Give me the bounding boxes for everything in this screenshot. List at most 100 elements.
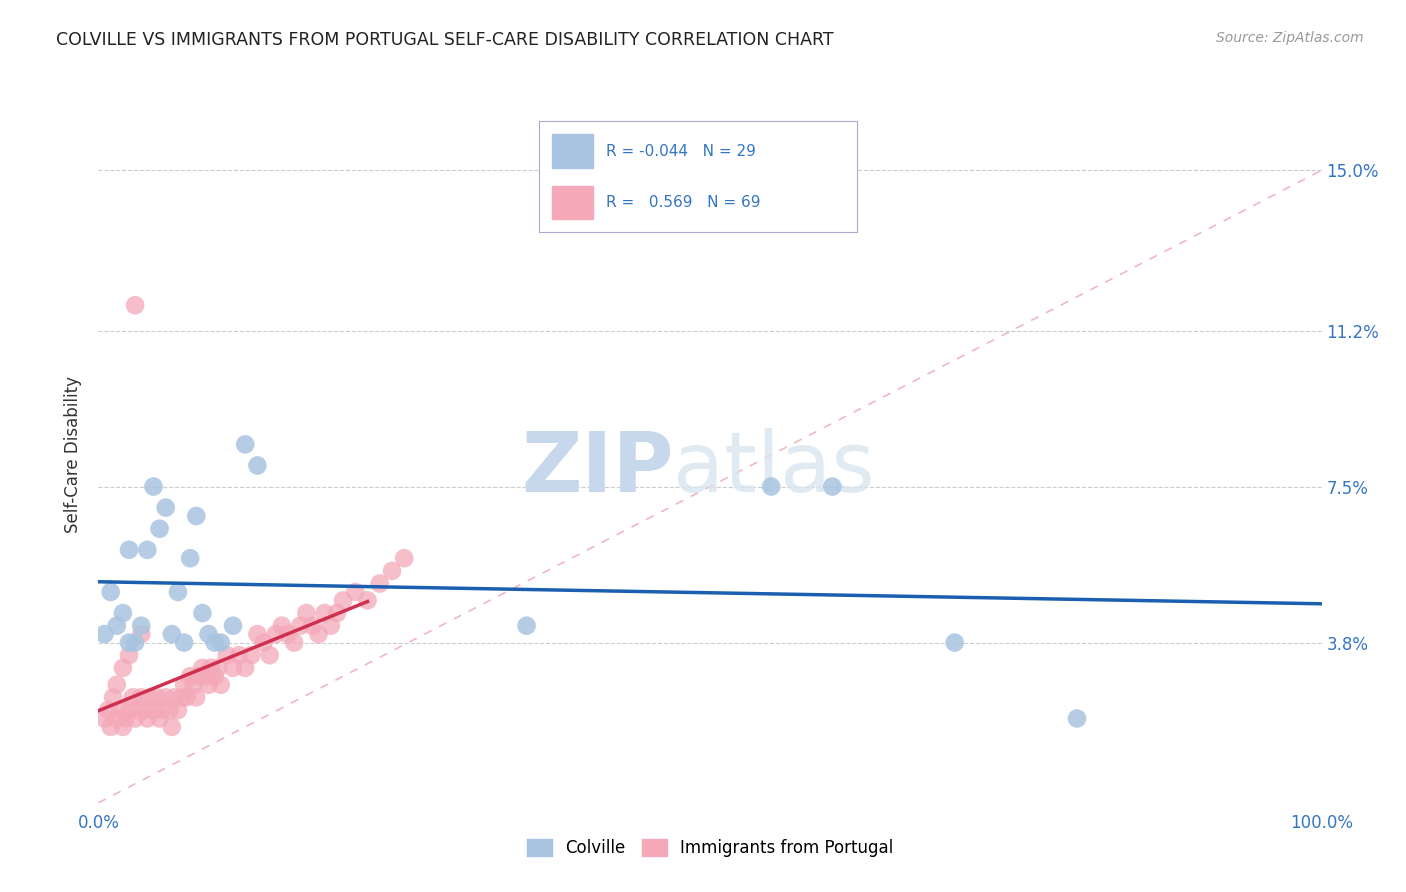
Point	[308, 627, 330, 641]
Point	[197, 627, 219, 641]
Point	[93, 627, 115, 641]
Point	[240, 648, 263, 663]
Point	[100, 720, 122, 734]
Point	[111, 720, 134, 734]
Point	[100, 585, 122, 599]
Point	[157, 703, 180, 717]
Point	[209, 678, 232, 692]
Text: atlas: atlas	[673, 428, 875, 509]
Point	[118, 542, 141, 557]
Point	[105, 618, 128, 632]
Point	[173, 678, 195, 692]
Point	[301, 618, 323, 632]
Point	[187, 669, 209, 683]
Point	[179, 551, 201, 566]
Point	[111, 606, 134, 620]
Y-axis label: Self-Care Disability: Self-Care Disability	[65, 376, 83, 533]
Point	[283, 635, 305, 649]
Point	[246, 458, 269, 473]
Point	[176, 690, 198, 705]
Point	[195, 669, 218, 683]
Point	[186, 690, 208, 705]
Point	[155, 500, 177, 515]
Point	[332, 593, 354, 607]
Point	[163, 690, 186, 705]
Point	[167, 703, 190, 717]
Point	[233, 437, 256, 451]
Point	[110, 703, 132, 717]
Point	[381, 564, 404, 578]
Point	[97, 703, 120, 717]
Point	[183, 678, 205, 692]
Point	[209, 635, 232, 649]
Point	[121, 690, 143, 705]
Point	[160, 627, 183, 641]
Point	[515, 618, 537, 632]
Point	[222, 618, 245, 632]
Point	[129, 627, 152, 641]
Point	[124, 635, 146, 649]
Point	[186, 509, 208, 524]
Point	[1066, 711, 1088, 725]
Point	[207, 661, 229, 675]
Point	[114, 711, 136, 725]
Point	[118, 635, 141, 649]
Point	[179, 669, 201, 683]
Point	[277, 627, 299, 641]
Text: COLVILLE VS IMMIGRANTS FROM PORTUGAL SELF-CARE DISABILITY CORRELATION CHART: COLVILLE VS IMMIGRANTS FROM PORTUGAL SEL…	[56, 31, 834, 49]
Point	[136, 542, 159, 557]
Point	[761, 479, 783, 493]
Point	[150, 703, 173, 717]
Point	[270, 618, 294, 632]
Point	[134, 703, 156, 717]
Point	[290, 618, 312, 632]
Point	[173, 635, 195, 649]
Point	[142, 479, 165, 493]
Point	[295, 606, 318, 620]
Text: ZIP: ZIP	[520, 428, 673, 509]
Point	[170, 690, 193, 705]
Point	[191, 661, 214, 675]
Point	[259, 648, 281, 663]
Point	[155, 690, 177, 705]
Point	[319, 618, 342, 632]
Point	[233, 661, 256, 675]
Point	[129, 690, 152, 705]
Point	[326, 606, 349, 620]
Point	[160, 720, 183, 734]
Point	[149, 711, 172, 725]
Point	[252, 635, 274, 649]
Point	[118, 648, 141, 663]
Point	[142, 703, 165, 717]
Point	[105, 711, 128, 725]
Point	[204, 669, 226, 683]
Point	[356, 593, 378, 607]
Point	[191, 606, 214, 620]
Point	[228, 648, 250, 663]
Point	[101, 690, 124, 705]
Point	[264, 627, 287, 641]
Point	[368, 576, 391, 591]
Point	[204, 635, 226, 649]
Point	[136, 711, 159, 725]
Point	[139, 690, 162, 705]
Point	[111, 661, 134, 675]
Text: Source: ZipAtlas.com: Source: ZipAtlas.com	[1216, 31, 1364, 45]
Point	[344, 585, 367, 599]
Point	[124, 298, 146, 312]
Point	[127, 703, 149, 717]
Point	[197, 678, 219, 692]
Point	[392, 551, 416, 566]
Point	[246, 627, 269, 641]
Point	[124, 711, 146, 725]
Point	[149, 522, 172, 536]
Legend: Colville, Immigrants from Portugal: Colville, Immigrants from Portugal	[520, 832, 900, 864]
Point	[215, 648, 238, 663]
Point	[93, 711, 115, 725]
Point	[200, 661, 222, 675]
Point	[105, 678, 128, 692]
Point	[314, 606, 336, 620]
Point	[129, 618, 152, 632]
Point	[222, 661, 245, 675]
Point	[146, 690, 169, 705]
